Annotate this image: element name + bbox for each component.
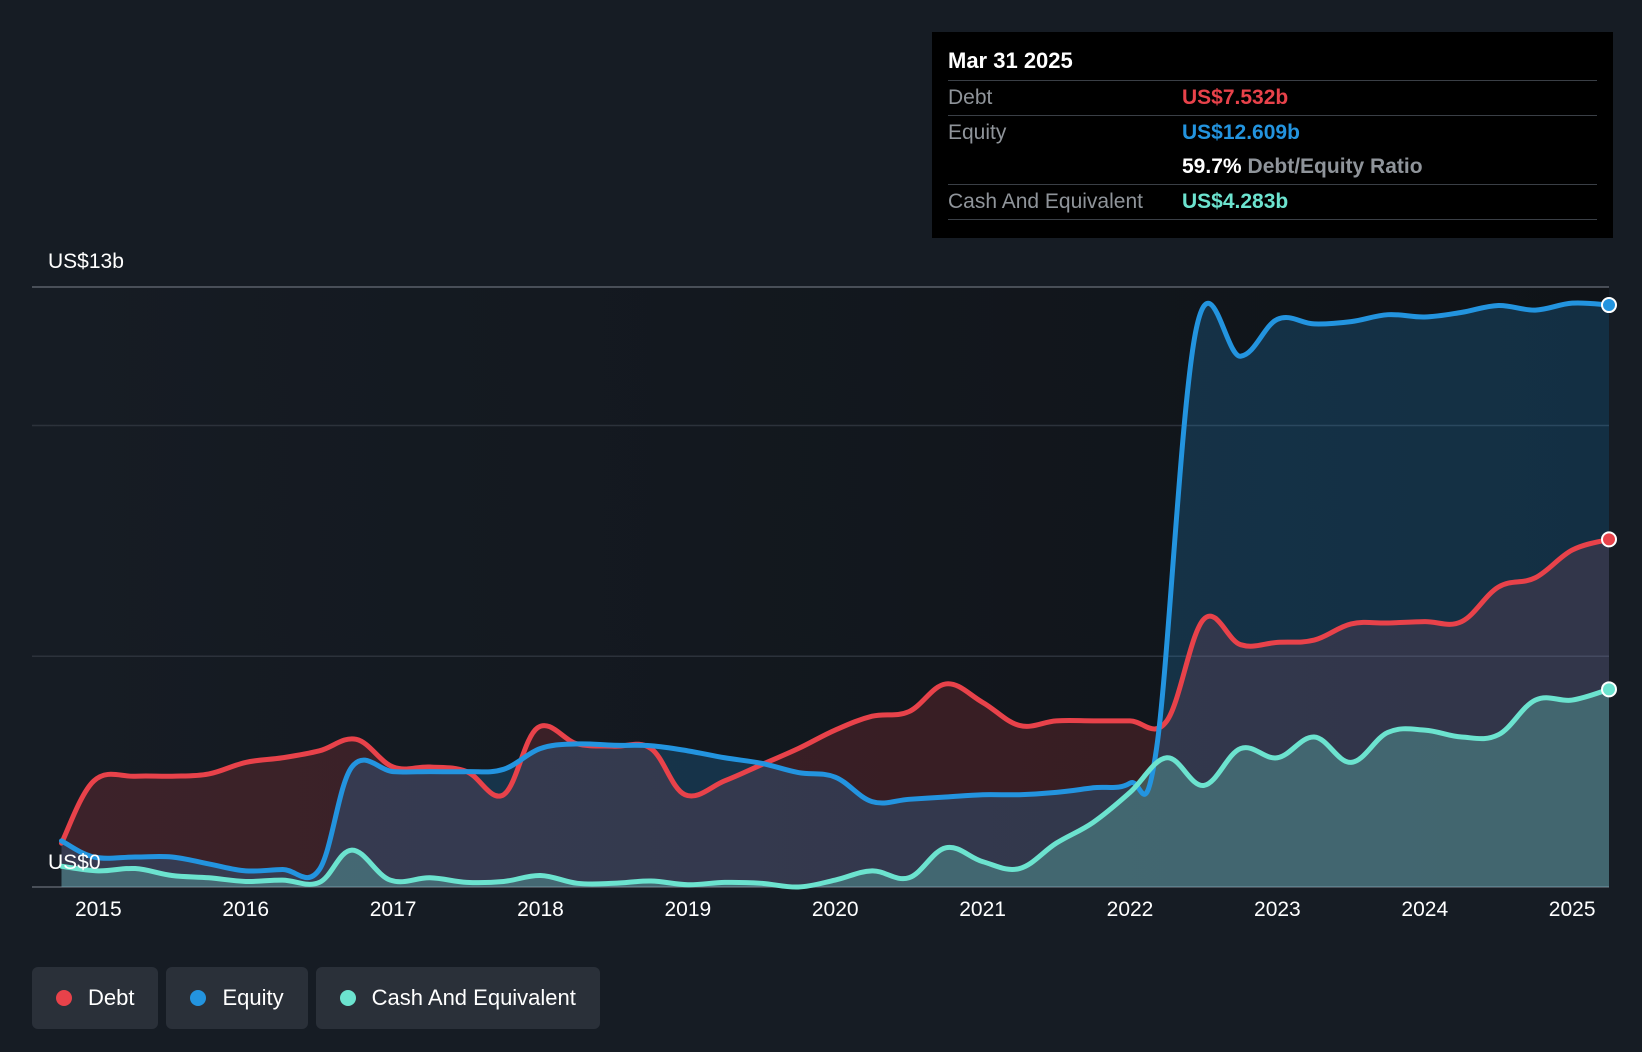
tooltip-cash-label: Cash And Equivalent: [948, 190, 1143, 213]
tooltip-equity-value: US$12.609b: [1182, 121, 1300, 144]
cash-line: [58, 686, 1612, 890]
debt-dot-icon: [56, 990, 72, 1006]
equity-end-marker[interactable]: [1601, 297, 1617, 314]
legend: Debt Equity Cash And Equivalent: [32, 967, 600, 1029]
equity-area: [61, 302, 1609, 888]
tooltip-ratio-value: 59.7%: [1182, 155, 1242, 178]
x-tick-label: 2022: [1106, 898, 1154, 921]
x-tick-label: 2018: [517, 898, 564, 921]
tooltip-ratio-label: Debt/Equity Ratio: [1247, 155, 1423, 178]
grid-lines: [32, 286, 1609, 888]
tooltip-cash-row: Cash And Equivalent US$4.283b: [948, 185, 1597, 220]
series-lines: [58, 300, 1612, 890]
x-tick-label: 2021: [959, 898, 1006, 921]
equity-dot-icon: [190, 990, 207, 1006]
cash-area: [61, 689, 1609, 888]
tooltip-debt-row: Debt US$7.532b: [948, 81, 1597, 116]
x-tick-label: 2017: [369, 898, 417, 921]
tooltip-equity-label: Equity: [948, 121, 1007, 144]
end-markers: [1601, 297, 1617, 698]
cash-end-marker[interactable]: [1601, 681, 1617, 698]
legend-item-equity[interactable]: Equity: [166, 967, 308, 1029]
y-axis-top-label: US$13b: [48, 250, 124, 273]
tooltip-cash-value: US$4.283b: [1182, 190, 1289, 213]
tooltip-equity-row: Equity US$12.609b: [948, 116, 1597, 150]
x-tick-label: 2025: [1548, 898, 1596, 921]
legend-debt-label: Debt: [88, 985, 135, 1010]
x-tick-label: 2019: [664, 898, 712, 921]
legend-cash-label: Cash And Equivalent: [371, 985, 576, 1010]
legend-equity-label: Equity: [222, 985, 284, 1010]
tooltip-panel: Mar 31 2025 Debt US$7.532b Equity US$12.…: [932, 32, 1613, 238]
tooltip-date: Mar 31 2025: [948, 46, 1597, 81]
cash-dot-icon: [339, 990, 356, 1006]
x-tick-label: 2023: [1254, 898, 1301, 921]
y-axis-bottom-label: US$0: [48, 851, 101, 874]
x-tick-label: 2024: [1401, 898, 1449, 921]
tooltip-ratio-spacer: [948, 150, 1182, 184]
x-tick-label: 2016: [222, 898, 270, 921]
tooltip-ratio-row: 59.7% Debt/Equity Ratio: [948, 150, 1597, 185]
plot-background: [32, 287, 1609, 887]
equity-line: [58, 300, 1612, 880]
x-tick-label: 2020: [811, 898, 859, 921]
debt-end-marker[interactable]: [1601, 531, 1617, 548]
tooltip-debt-value: US$7.532b: [1182, 86, 1289, 109]
legend-item-debt[interactable]: Debt: [32, 967, 159, 1029]
debt-line: [58, 536, 1612, 846]
x-tick-label: 2015: [74, 898, 122, 921]
tooltip-debt-label: Debt: [948, 86, 993, 109]
legend-item-cash[interactable]: Cash And Equivalent: [315, 967, 600, 1029]
